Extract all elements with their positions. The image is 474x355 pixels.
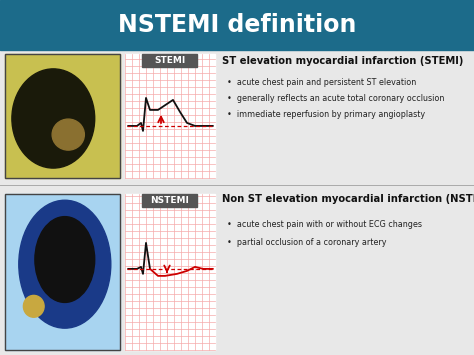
Bar xyxy=(0,0,474,50)
Ellipse shape xyxy=(52,119,84,150)
Text: •  partial occlusion of a coronary artery: • partial occlusion of a coronary artery xyxy=(227,238,386,247)
Bar xyxy=(125,54,215,178)
Text: NSTEMI definition: NSTEMI definition xyxy=(118,13,356,37)
Text: NSTEMI: NSTEMI xyxy=(151,196,190,205)
Text: •  acute chest pain and persistent ST elevation: • acute chest pain and persistent ST ele… xyxy=(227,78,416,87)
Ellipse shape xyxy=(35,217,95,302)
Text: •  generally reflects an acute total coronary occlusion: • generally reflects an acute total coro… xyxy=(227,94,444,103)
Bar xyxy=(125,194,215,350)
Bar xyxy=(5,54,120,178)
Text: •  acute chest pain with or without ECG changes: • acute chest pain with or without ECG c… xyxy=(227,220,422,229)
Bar xyxy=(5,194,120,350)
Bar xyxy=(5,54,120,178)
Ellipse shape xyxy=(23,295,44,317)
Text: •  immediate reperfusion by primary angioplasty: • immediate reperfusion by primary angio… xyxy=(227,110,425,119)
Bar xyxy=(5,194,120,350)
Ellipse shape xyxy=(19,200,111,328)
Text: Non ST elevation myocardial infarction (NSTEMI): Non ST elevation myocardial infarction (… xyxy=(222,194,474,204)
Bar xyxy=(143,194,198,207)
Text: ST elevation myocardial infarction (STEMI): ST elevation myocardial infarction (STEM… xyxy=(222,56,464,66)
Ellipse shape xyxy=(12,69,95,168)
Bar xyxy=(143,54,198,67)
Text: STEMI: STEMI xyxy=(155,56,186,65)
